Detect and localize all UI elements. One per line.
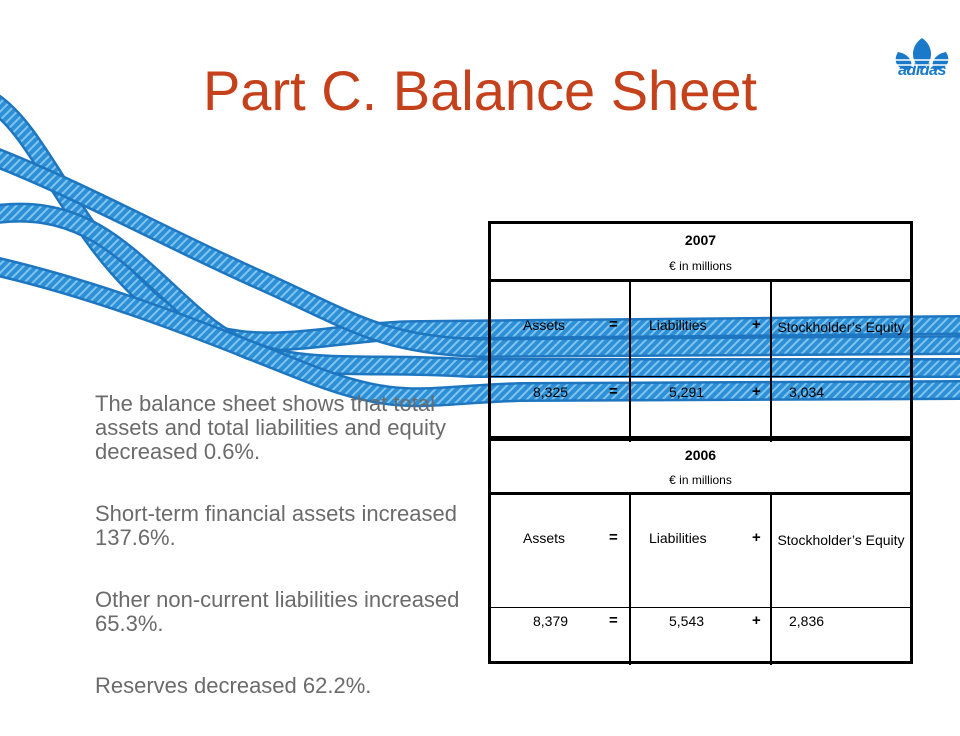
row-divider <box>491 607 910 608</box>
balance-table-2006: 2006 € in millions Assets = Liabilities … <box>488 438 913 665</box>
value-equity: 2,836 <box>789 613 825 629</box>
bullet-item: The balance sheet shows that total asset… <box>95 391 446 464</box>
table-divider <box>491 492 910 495</box>
table-unit: € in millions <box>669 259 732 273</box>
equals-sign: = <box>609 316 618 333</box>
value-liabilities: 5,543 <box>669 613 705 629</box>
header-equity: Stockholder’s Equity <box>777 319 905 335</box>
equals-sign: = <box>609 612 618 629</box>
bullet-item: Reserves decreased 62.2%. <box>95 673 372 698</box>
header-assets: Assets <box>523 317 566 333</box>
value-assets: 8,325 <box>533 384 569 400</box>
plus-sign: + <box>752 316 761 333</box>
column-divider <box>629 282 631 442</box>
column-divider <box>629 495 631 665</box>
table-year: 2006 <box>684 447 717 463</box>
plus-sign: + <box>752 612 761 629</box>
header-equity: Stockholder’s Equity <box>777 532 905 548</box>
adidas-trefoil-icon <box>890 38 954 70</box>
plus-sign: + <box>752 383 761 400</box>
header-assets: Assets <box>523 530 566 546</box>
plus-sign: + <box>752 529 761 546</box>
row-divider <box>491 376 910 377</box>
bullet-item: Short-term financial assets increased 13… <box>95 501 457 550</box>
header-liabilities: Liabilities <box>649 317 707 333</box>
table-unit: € in millions <box>669 473 732 487</box>
balance-table-2007: 2007 € in millions Assets = Liabilities … <box>488 221 913 442</box>
value-equity: 3,034 <box>789 384 825 400</box>
slide-title: Part C. Balance Sheet <box>202 59 758 122</box>
column-divider <box>770 495 772 665</box>
value-assets: 8,379 <box>533 613 569 629</box>
table-year: 2007 <box>684 232 717 248</box>
equals-sign: = <box>609 529 618 546</box>
decorative-swirl-background <box>0 94 960 408</box>
table-divider <box>491 279 910 282</box>
column-divider <box>770 282 772 442</box>
header-liabilities: Liabilities <box>649 530 707 546</box>
value-liabilities: 5,291 <box>669 384 705 400</box>
bullet-item: Other non-current liabilities increased … <box>95 587 460 636</box>
equals-sign: = <box>609 383 618 400</box>
bullet-list: The balance sheet shows that total asset… <box>95 392 465 736</box>
